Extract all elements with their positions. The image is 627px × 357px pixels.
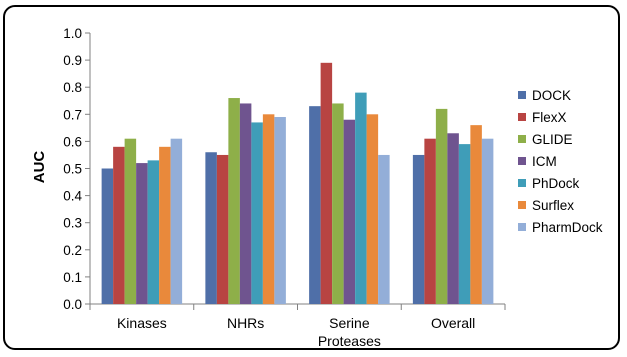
x-tick-label: Overall	[431, 315, 475, 331]
bar-surflex	[470, 125, 482, 304]
bar-flexx	[113, 146, 125, 304]
bar-phdock	[355, 92, 367, 305]
bar-icm	[447, 133, 459, 304]
bar-icm	[239, 103, 252, 305]
x-tick-label: NHRs	[227, 315, 264, 331]
bar-dock	[205, 152, 217, 304]
chart-axes: 0.0 0.1 0.2 0.3 0.4 0.5 0.6 0.7 0.8 0.9 1.0 Kinases…	[63, 26, 506, 349]
y-tick-label: 0.2	[63, 243, 82, 258]
bar-dock	[309, 106, 321, 304]
legend-entry: DOCK	[532, 88, 571, 103]
bar-glide	[435, 108, 448, 304]
bar-phdock	[458, 144, 471, 304]
bar-glide	[228, 98, 240, 304]
y-tick-label: 0.9	[63, 53, 82, 68]
bar-flexx	[216, 154, 229, 304]
bar-icm	[136, 163, 148, 304]
chart-legend: DOCK FlexX GLIDE ICM PhDock Surflex PharmDock	[518, 88, 603, 235]
y-tick-label: 0.7	[63, 107, 82, 122]
bar-flexx	[320, 62, 333, 305]
legend-swatch	[518, 179, 526, 187]
legend-entry: Surflex	[532, 198, 574, 213]
bar-pharmdock	[481, 138, 494, 304]
bar-surflex	[366, 114, 379, 304]
x-tick-label: Kinases	[117, 315, 167, 331]
bar-dock	[101, 168, 114, 304]
legend-entry: FlexX	[532, 110, 567, 125]
y-tick-label: 1.0	[63, 26, 82, 41]
legend-swatch	[518, 157, 526, 165]
y-tick-label: 0.3	[63, 216, 82, 231]
y-tick-label: 0.8	[63, 80, 82, 95]
bar-surflex	[159, 146, 171, 304]
legend-swatch	[518, 223, 526, 231]
x-tick-label: Serine	[329, 315, 370, 331]
legend-entry: PhDock	[532, 176, 580, 191]
bar-phdock	[147, 160, 160, 304]
bar-pharmdock	[378, 154, 390, 304]
chart-bars	[101, 62, 494, 305]
bar-surflex	[262, 114, 275, 304]
bar-flexx	[424, 138, 436, 304]
bar-glide	[332, 103, 344, 305]
bar-pharmdock	[170, 138, 183, 304]
legend-entry: PharmDock	[532, 220, 603, 235]
legend-entry: ICM	[532, 154, 557, 169]
x-tick-label: Proteases	[318, 333, 381, 349]
legend-swatch	[518, 113, 526, 121]
y-tick-label: 0.1	[63, 270, 82, 285]
bar-dock	[412, 154, 425, 304]
y-tick-label: 0.6	[63, 134, 82, 149]
y-tick-label: 0.5	[63, 162, 82, 177]
legend-swatch	[518, 135, 526, 143]
legend-swatch	[518, 91, 526, 99]
bar-pharmdock	[274, 117, 286, 304]
bar-icm	[343, 119, 356, 304]
bar-glide	[124, 138, 137, 304]
bar-phdock	[251, 122, 263, 305]
y-tick-label: 0.4	[63, 189, 82, 204]
y-axis-label: AUC	[31, 151, 48, 184]
legend-entry: GLIDE	[532, 132, 573, 147]
legend-swatch	[518, 201, 526, 209]
y-tick-label: 0.0	[63, 297, 82, 312]
